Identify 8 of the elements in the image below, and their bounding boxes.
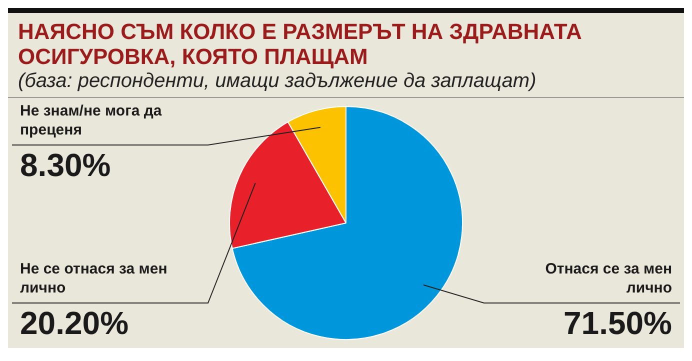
slice-label: Не се отнася за мен лично: [20, 260, 168, 297]
data-label: 8.30%: [20, 146, 111, 183]
chart-subtitle: (база: респонденти, имащи задължение да заплащат): [18, 69, 538, 93]
slice-label: Отнася се за мен лично: [545, 260, 672, 297]
chart-title: НАЯСНО СЪМ КОЛКО Е РАЗМЕРЪТ НА ЗДРАВНАТА ОСИГУРОВКА, КОЯТО ПЛАЩАМ: [18, 19, 583, 69]
slice-label: Не знам/не мога да преценя: [20, 102, 162, 139]
data-label: 20.20%: [20, 304, 129, 341]
data-label: 71.50%: [563, 304, 672, 341]
